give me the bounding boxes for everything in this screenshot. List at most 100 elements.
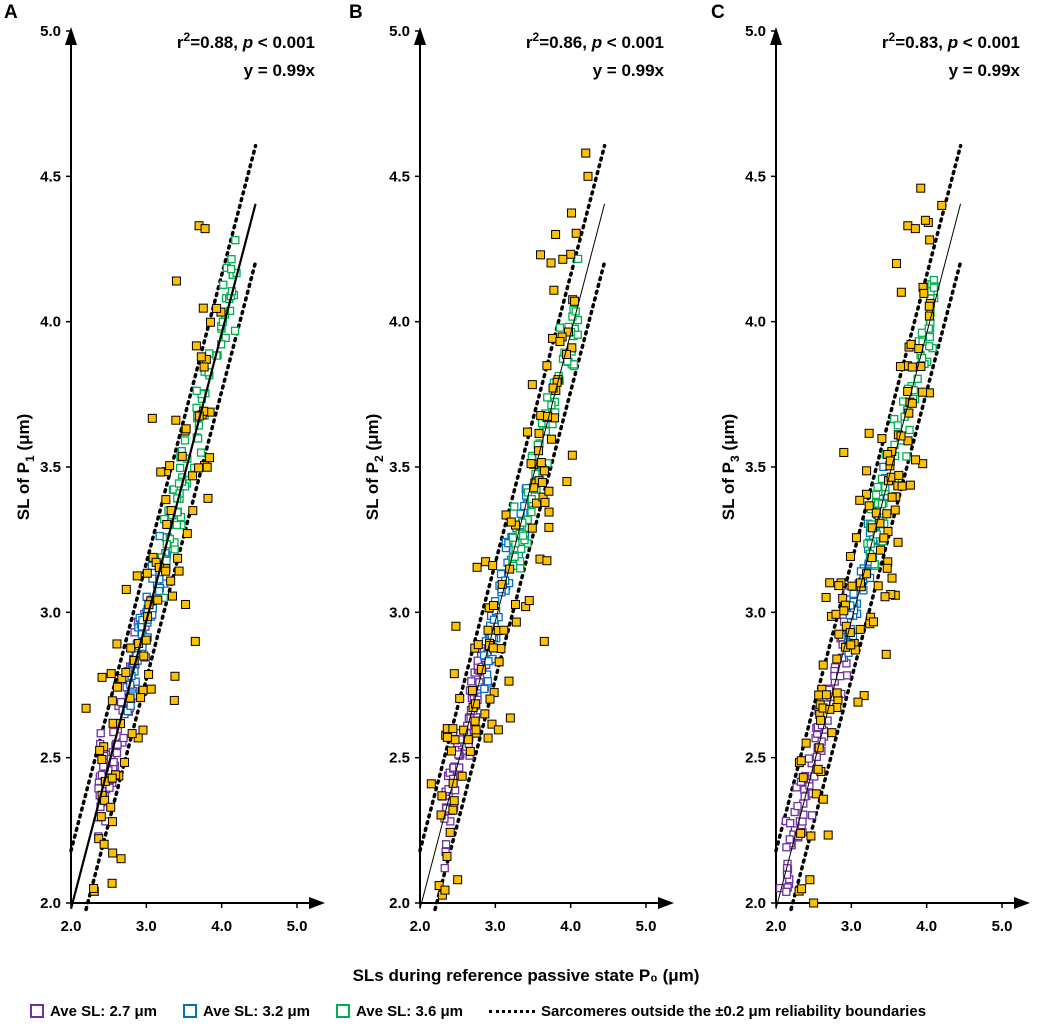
data-point-orange — [879, 533, 889, 543]
equation-annotation: y = 0.99x — [593, 61, 665, 80]
data-point-orange — [527, 380, 537, 390]
data-point-orange — [875, 518, 885, 528]
y-axis-label: SL of P2 (μm) — [363, 414, 386, 521]
data-point-blue — [483, 677, 493, 686]
legend-swatch-purple — [30, 1004, 44, 1018]
data-point-orange — [571, 228, 581, 238]
data-point-orange — [881, 649, 891, 659]
data-point-green — [871, 490, 881, 499]
legend-swatch-blue — [183, 1004, 197, 1018]
data-point-orange — [796, 756, 806, 766]
data-point-green — [170, 545, 179, 554]
data-point-green — [543, 393, 552, 402]
data-point-orange — [496, 644, 506, 654]
data-point-orange — [501, 510, 511, 520]
data-point-orange — [465, 746, 475, 756]
data-point-orange — [570, 296, 580, 306]
data-point-orange — [831, 609, 841, 619]
data-point-orange — [823, 830, 833, 840]
data-point-blue — [480, 684, 489, 694]
y-axis-arrow — [414, 27, 426, 45]
data-point-orange — [880, 592, 890, 602]
data-point-orange — [846, 640, 856, 650]
data-point-orange — [108, 848, 118, 858]
data-point-purple — [798, 817, 807, 826]
data-point-green — [510, 502, 519, 511]
data-point-orange — [505, 713, 515, 723]
data-point-green — [924, 342, 934, 351]
data-point-orange — [493, 725, 503, 735]
data-point-orange — [181, 424, 191, 434]
data-point-orange — [506, 517, 516, 527]
data-point-green — [221, 333, 230, 343]
data-point-green — [226, 264, 236, 274]
x-tick-label: 4.0 — [560, 918, 581, 935]
data-point-orange — [861, 569, 871, 579]
data-point-orange — [116, 854, 126, 864]
data-point-orange — [937, 200, 947, 210]
y-axis-label: SL of P1 (μm) — [14, 414, 37, 521]
x-tick-label: 3.0 — [485, 918, 506, 935]
legend-label-blue: Ave SL: 3.2 μm — [203, 1002, 310, 1020]
data-point-orange — [905, 480, 915, 490]
y-axis-label: SL of P3 (μm) — [719, 414, 742, 521]
data-point-purple — [119, 733, 128, 743]
data-point-orange — [136, 693, 146, 703]
data-point-orange — [100, 795, 110, 805]
data-point-orange — [540, 497, 550, 507]
data-point-orange — [165, 461, 175, 471]
data-point-orange — [536, 458, 546, 468]
data-point-purple — [799, 810, 808, 819]
data-point-orange — [107, 696, 117, 706]
data-point-green — [917, 353, 927, 363]
data-point-orange — [138, 725, 148, 735]
data-point-orange — [89, 883, 99, 893]
data-point-orange — [188, 506, 198, 516]
data-point-orange — [95, 745, 105, 755]
data-point-orange — [818, 660, 828, 670]
legend-label-green: Ave SL: 3.6 μm — [356, 1002, 463, 1020]
data-point-orange — [120, 757, 130, 767]
data-point-orange — [173, 553, 183, 563]
data-point-orange — [859, 691, 869, 701]
data-point-orange — [96, 812, 106, 822]
data-point-orange — [544, 507, 554, 517]
data-point-orange — [144, 669, 154, 679]
data-point-orange — [139, 651, 149, 661]
data-point-orange — [141, 635, 151, 645]
data-point-orange — [476, 665, 486, 675]
y-tick-label: 3.5 — [40, 459, 61, 476]
data-point-orange — [581, 148, 591, 158]
data-point-orange — [442, 732, 452, 742]
data-point-orange — [177, 451, 187, 461]
data-point-blue — [489, 615, 499, 624]
data-point-green — [902, 452, 911, 461]
data-point-orange — [539, 636, 549, 646]
data-point-green — [925, 332, 934, 342]
data-point-orange — [904, 408, 914, 418]
y-tick-label: 4.5 — [389, 168, 410, 185]
data-point-orange — [910, 224, 920, 234]
data-point-orange — [892, 259, 902, 269]
legend-dotted-line — [489, 1009, 535, 1013]
data-point-green — [508, 533, 518, 542]
data-point-blue — [849, 589, 858, 599]
data-point-orange — [480, 709, 490, 719]
data-point-orange — [861, 489, 871, 499]
legend-swatch-green — [336, 1004, 350, 1018]
data-point-orange — [544, 486, 554, 496]
data-point-orange — [471, 725, 481, 735]
data-point-orange — [894, 470, 904, 480]
data-point-orange — [816, 715, 826, 725]
data-point-orange — [488, 560, 498, 570]
stats-annotation: r2=0.86, p < 0.001 — [526, 30, 664, 52]
data-point-orange — [169, 695, 179, 705]
data-point-orange — [206, 317, 216, 327]
data-point-orange — [903, 436, 913, 446]
data-point-orange — [450, 735, 460, 745]
data-point-orange — [153, 595, 163, 605]
data-point-blue — [155, 531, 164, 541]
data-point-orange — [551, 229, 561, 239]
data-point-orange — [539, 466, 549, 476]
data-point-orange — [895, 362, 905, 372]
